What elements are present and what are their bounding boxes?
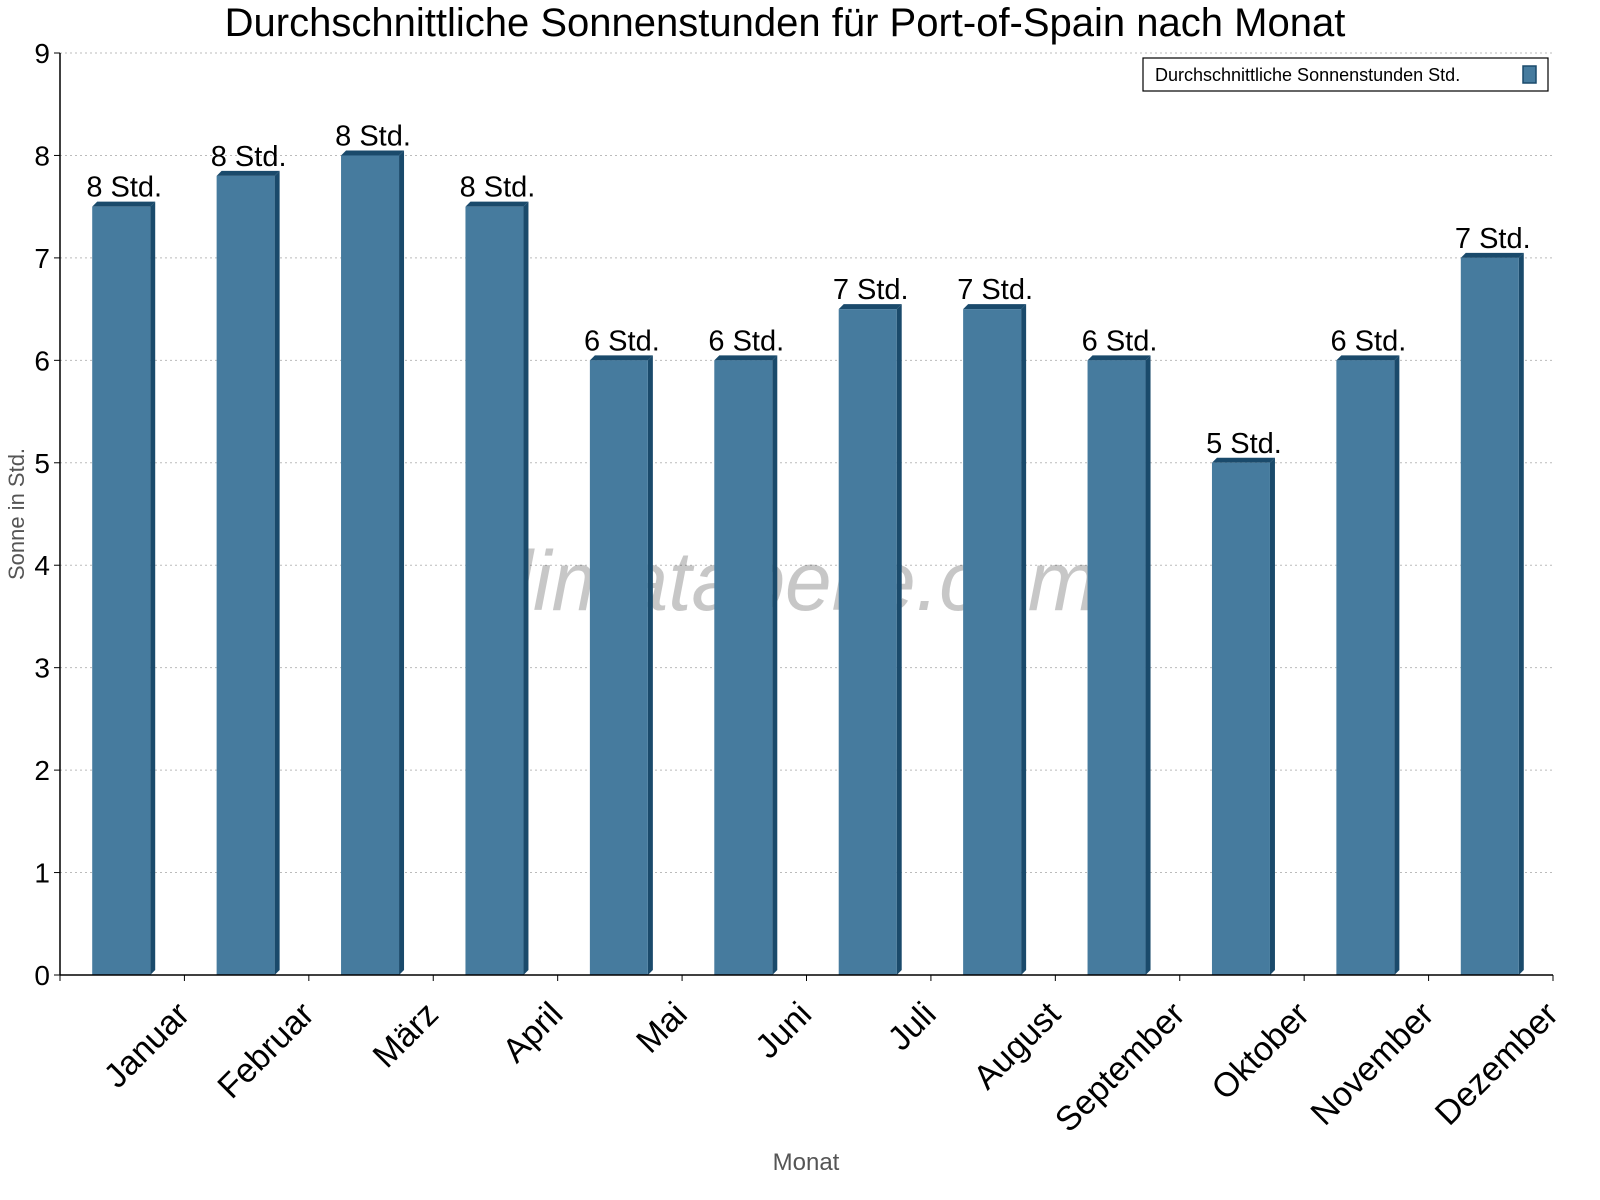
bar-side <box>896 304 902 976</box>
bar-top <box>838 304 902 310</box>
x-tick-label: April <box>495 995 570 1070</box>
bar <box>963 309 1022 976</box>
data-label: 7 Std. <box>957 274 1033 306</box>
y-tick-label: 9 <box>34 38 50 69</box>
bar-top <box>589 355 653 361</box>
y-tick-label: 8 <box>34 140 50 171</box>
bar-side <box>399 150 405 975</box>
bar-side <box>1269 457 1275 975</box>
y-tick-label: 2 <box>34 755 50 786</box>
y-tick-label: 6 <box>34 345 50 376</box>
bar-top <box>714 355 778 361</box>
bar-side <box>772 355 778 975</box>
bar-top <box>216 170 280 176</box>
bar-top <box>92 201 156 207</box>
data-label: 8 Std. <box>335 120 411 152</box>
chart-title: Durchschnittliche Sonnenstunden für Port… <box>225 1 1346 45</box>
bar <box>1211 462 1270 975</box>
bar-side <box>523 201 529 975</box>
x-tick-label: März <box>366 995 446 1075</box>
y-tick-label: 7 <box>34 243 50 274</box>
x-tick-label: September <box>1048 995 1192 1139</box>
data-label: 5 Std. <box>1206 428 1282 460</box>
bar-side <box>647 355 653 975</box>
x-tick-label: Dezember <box>1428 995 1566 1133</box>
x-axis-label: Monat <box>773 1149 840 1176</box>
bar-side <box>150 201 156 975</box>
data-label: 7 Std. <box>1455 223 1531 255</box>
bar-side <box>274 170 280 975</box>
bar-top <box>1336 355 1400 361</box>
data-label: 8 Std. <box>460 172 536 204</box>
y-tick-label: 0 <box>34 960 50 991</box>
x-tick-label: Mai <box>629 995 695 1061</box>
bar <box>838 309 897 976</box>
x-tick-label: November <box>1303 995 1441 1133</box>
bar <box>465 206 524 975</box>
bar-top <box>465 201 529 207</box>
bar <box>92 206 151 975</box>
bar <box>1336 360 1395 975</box>
x-tick-label: Januar <box>97 995 197 1095</box>
data-label: 6 Std. <box>1082 325 1158 357</box>
bar <box>216 175 275 975</box>
bar <box>1087 360 1146 975</box>
bar-side <box>1145 355 1151 975</box>
data-label: 6 Std. <box>584 325 660 357</box>
legend-swatch <box>1522 65 1537 84</box>
x-tick-label: August <box>966 995 1068 1097</box>
bar <box>714 360 773 975</box>
bar-top <box>1211 457 1275 463</box>
x-tick-label: Oktober <box>1204 995 1316 1107</box>
data-label: 8 Std. <box>211 141 287 173</box>
data-label: 6 Std. <box>1330 325 1406 357</box>
legend: Durchschnittliche Sonnenstunden Std. <box>1142 57 1549 92</box>
data-label: 7 Std. <box>833 274 909 306</box>
bar-top <box>963 304 1027 310</box>
gridlines <box>60 52 1553 874</box>
x-tick-label: Juli <box>881 995 944 1058</box>
bar-side <box>1021 304 1027 976</box>
x-tick-label: Februar <box>210 995 321 1106</box>
data-label: 6 Std. <box>708 325 784 357</box>
y-tick-label: 3 <box>34 653 50 684</box>
y-tick-label: 4 <box>34 550 50 581</box>
y-tick-label: 5 <box>34 448 50 479</box>
bar <box>1460 257 1519 975</box>
bar <box>589 360 648 975</box>
x-tick-label: Juni <box>748 995 819 1066</box>
bar-top <box>1460 252 1524 258</box>
data-label: 8 Std. <box>86 172 162 204</box>
bar-top <box>1087 355 1151 361</box>
bar-side <box>1518 252 1524 975</box>
y-axis-label: Sonne in Std. <box>4 448 29 580</box>
bars: 8 Std. 8 Std. 8 Std. 8 Std. 6 Std. 6 Std. 7 St… <box>86 120 1531 976</box>
legend-label: Durchschnittliche Sonnenstunden Std. <box>1155 65 1460 85</box>
y-tick-label: 1 <box>34 858 50 889</box>
bar <box>341 155 400 975</box>
bar-top <box>341 150 405 156</box>
bar-side <box>1394 355 1400 975</box>
